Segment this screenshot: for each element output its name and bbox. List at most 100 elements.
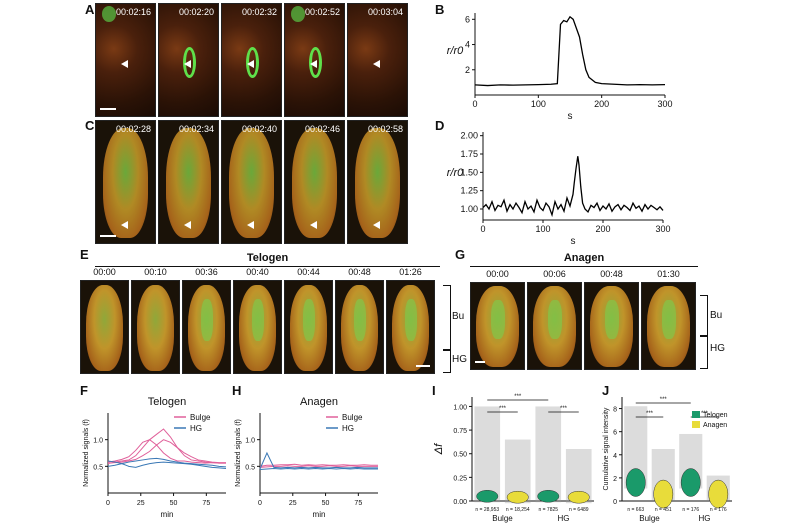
rowG-frame xyxy=(527,282,582,370)
n-label: n = 28,953 xyxy=(475,507,499,513)
follicle-shape xyxy=(166,128,211,239)
series-line xyxy=(107,439,226,464)
x-tick-label: 75 xyxy=(202,500,210,507)
y-tick-label: 8 xyxy=(613,407,617,414)
follicle-shape xyxy=(85,284,124,372)
arrowhead-icon xyxy=(309,60,317,68)
series-line xyxy=(107,457,227,468)
y-tick-label: 0.5 xyxy=(245,464,255,471)
x-axis-label: s xyxy=(568,111,573,122)
x-axis-label: s xyxy=(571,236,576,247)
green-core xyxy=(353,299,367,341)
hg-bracket-e xyxy=(443,349,451,373)
rowC-frame: 00:02:58 xyxy=(347,120,408,244)
x-tick-label: 200 xyxy=(595,224,610,234)
y-tick-label: 1.25 xyxy=(460,186,478,196)
green-core xyxy=(251,299,265,341)
bulge-bracket-e xyxy=(443,285,451,351)
rowC-frame: 00:02:46 xyxy=(284,120,345,244)
timestamp: 00:40 xyxy=(246,267,269,277)
y-axis-label: r/r0 xyxy=(447,45,464,57)
timestamp: 00:02:20 xyxy=(178,7,214,17)
y-tick-label: 1.75 xyxy=(460,149,478,159)
chart-title: Anagen xyxy=(300,396,338,408)
rowE-frame xyxy=(131,280,180,374)
panel-label-g: G xyxy=(455,247,466,262)
panel-label-j: J xyxy=(602,383,610,398)
panel-label-a: A xyxy=(85,2,95,17)
rowC-frame: 00:02:34 xyxy=(158,120,219,244)
x-tick-label: 0 xyxy=(258,500,262,507)
significance-label: *** xyxy=(560,406,568,412)
green-core xyxy=(302,299,316,341)
scale-bar xyxy=(100,235,116,237)
timestamp: 00:02:28 xyxy=(115,124,151,134)
x-tick-label: 25 xyxy=(137,500,145,507)
y-tick-label: 4 xyxy=(465,40,470,50)
follicle-shape xyxy=(229,128,274,239)
y-tick-label: 0.75 xyxy=(453,428,467,435)
arrowhead-icon xyxy=(309,221,317,230)
series-line xyxy=(474,15,666,87)
series-line xyxy=(259,463,378,467)
chart-i: 0.00 0.25 0.50 0.75 1.00 n = 28,953 n = 18,254… xyxy=(433,394,594,523)
arrowhead-icon xyxy=(372,221,380,230)
timestamp: 01:26 xyxy=(399,267,422,277)
x-tick-label: 50 xyxy=(170,500,178,507)
green-cell xyxy=(290,6,306,22)
chart-j: 0 2 4 6 8 n = 663 n = 451 n = 176 n = 176 Bulge HG… xyxy=(603,397,732,523)
y-tick-label: 6 xyxy=(465,14,470,24)
rowA-frame: 00:02:20 xyxy=(158,3,219,117)
violin xyxy=(567,490,590,504)
panel-g-title: Anagen xyxy=(563,252,605,264)
x-tick-label: 200 xyxy=(594,99,609,109)
x-tick-label: 100 xyxy=(531,99,546,109)
green-core xyxy=(200,299,214,341)
panel-label-d: D xyxy=(435,118,445,133)
y-tick-label: 1.0 xyxy=(93,438,103,445)
series-line xyxy=(259,465,378,468)
panel-label-b: B xyxy=(435,2,445,17)
significance-label: *** xyxy=(660,397,668,403)
legend-swatch xyxy=(692,421,700,428)
chart-b: 0 100 200 300 2 4 6 s r/r0 xyxy=(447,13,673,122)
follicle-shape xyxy=(103,128,148,239)
n-label: n = 176 xyxy=(710,507,727,513)
violin xyxy=(476,490,499,503)
jitter-points xyxy=(624,406,648,489)
group-label: Bulge xyxy=(492,514,513,523)
rowA-frame: 00:02:16 xyxy=(95,3,156,117)
panel-label-f: F xyxy=(80,383,88,398)
y-tick-label: 0 xyxy=(613,499,617,506)
x-tick-label: 25 xyxy=(289,500,297,507)
series-line xyxy=(107,428,226,465)
x-tick-label: 50 xyxy=(322,500,330,507)
rowE-frame xyxy=(182,280,231,374)
rowG-frame xyxy=(584,282,639,370)
arrowhead-icon xyxy=(246,60,254,68)
y-axis-label: Cumulative signal intensity xyxy=(603,407,610,490)
significance-label: *** xyxy=(499,406,507,412)
x-axis-label: min xyxy=(313,510,326,519)
rowC-frame: 00:02:28 xyxy=(95,120,156,244)
timestamp: 00:10 xyxy=(144,267,167,277)
y-tick-label: 4 xyxy=(613,453,617,460)
scale-bar xyxy=(100,108,116,110)
n-label: n = 7825 xyxy=(538,507,558,513)
rowG-frame xyxy=(641,282,696,370)
follicle-shape xyxy=(355,128,400,239)
y-tick-label: 6 xyxy=(613,430,617,437)
arrowhead-icon xyxy=(183,60,191,68)
arrowhead-icon xyxy=(246,221,254,230)
violin xyxy=(680,468,701,497)
follicle-shape xyxy=(136,284,175,372)
scale-bar xyxy=(416,365,430,367)
legend-label: Telogen xyxy=(703,412,728,419)
rowC-frame: 00:02:40 xyxy=(221,120,282,244)
timestamp: 00:44 xyxy=(297,267,320,277)
y-axis-label: Δf xyxy=(433,443,445,455)
chart-d: 0 100 200 300 1.00 1.25 1.50 1.75 2.00 s r/r0 xyxy=(447,131,671,247)
n-label: n = 176 xyxy=(682,507,699,513)
series-line xyxy=(107,439,226,464)
rowG-frame xyxy=(470,282,525,370)
